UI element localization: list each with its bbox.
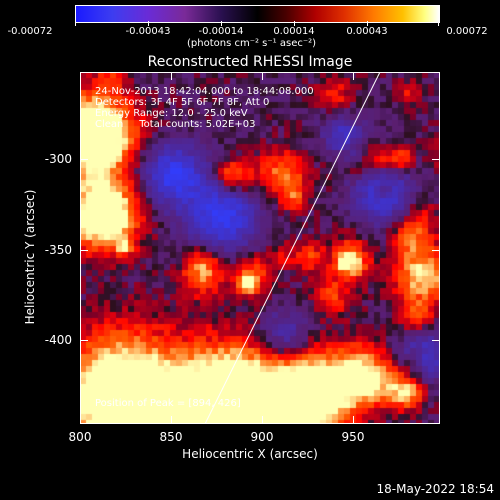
colorbar-label: 0.00043 xyxy=(346,26,388,37)
x-tick-label: 800 xyxy=(68,430,92,444)
colorbar xyxy=(75,5,440,23)
x-tick-label: 900 xyxy=(250,430,274,444)
info-time: 24-Nov-2013 18:42:04.000 to 18:44:08.000 xyxy=(95,86,314,97)
timestamp: 18-May-2022 18:54 xyxy=(376,482,494,496)
colorbar-units: (photons cm⁻² s⁻¹ asec⁻²) xyxy=(187,38,317,49)
info-detectors: Detectors: 3F 4F 5F 6F 7F 8F, Att 0 xyxy=(95,97,270,108)
info-counts: Clean Total counts: 5.02E+03 xyxy=(95,119,256,130)
plot-title: Reconstructed RHESSI Image xyxy=(147,54,353,70)
y-tick-label: -300 xyxy=(44,152,72,166)
colorbar-label: 0.00072 xyxy=(446,26,488,37)
colorbar-label: 0.00014 xyxy=(273,26,315,37)
x-axis-title: Heliocentric X (arcsec) xyxy=(182,447,318,461)
y-axis-title: Heliocentric Y (arcsec) xyxy=(23,189,37,325)
solar-image xyxy=(80,72,440,424)
limb-line xyxy=(204,72,381,424)
colorbar-label: -0.00014 xyxy=(198,26,244,37)
x-tick-label: 950 xyxy=(341,430,365,444)
y-tick-label: -350 xyxy=(44,243,72,257)
x-tick-label: 850 xyxy=(159,430,183,444)
y-tick-label: -400 xyxy=(44,333,72,347)
peak-position: Position of Peak = [894, 426] xyxy=(95,398,241,409)
info-energy: Energy Range: 12.0 - 25.0 keV xyxy=(95,108,248,119)
colorbar-label: -0.00043 xyxy=(125,26,171,37)
colorbar-label: -0.00072 xyxy=(7,26,53,37)
